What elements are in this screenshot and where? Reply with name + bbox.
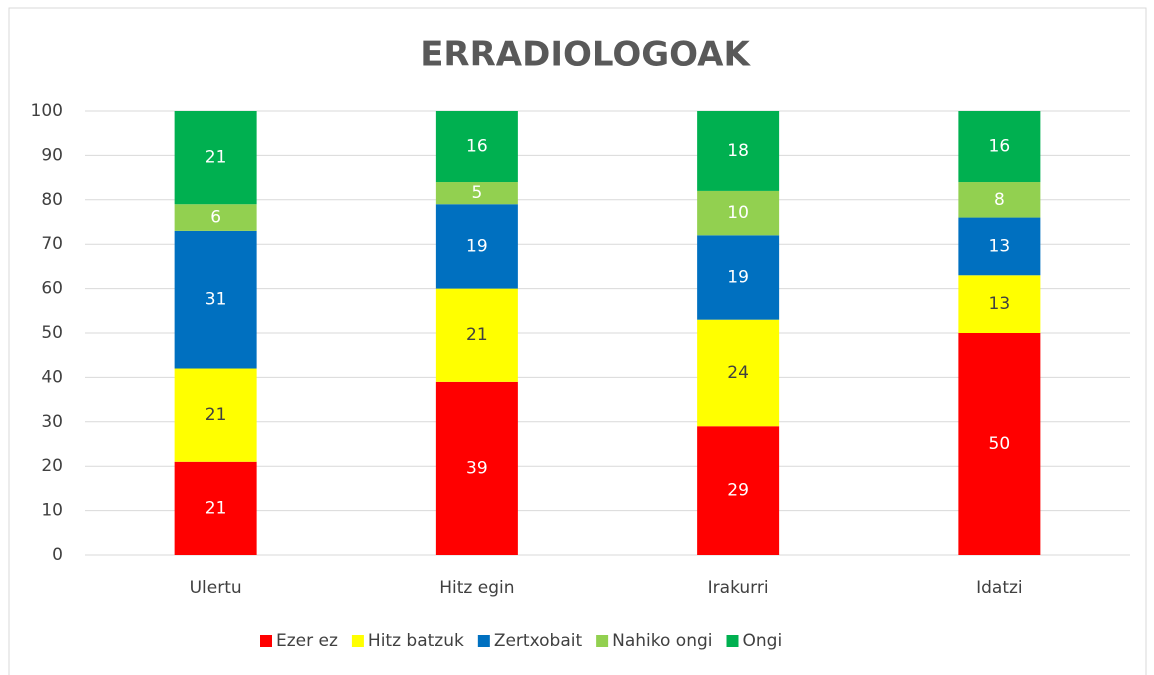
legend-swatch <box>726 635 739 647</box>
chart-title: ERRADIOLOGOAK <box>420 35 751 75</box>
data-label: 50 <box>989 434 1011 454</box>
y-tick-label: 100 <box>31 101 63 121</box>
legend-swatch <box>477 635 490 647</box>
data-label: 8 <box>994 190 1005 210</box>
y-tick-label: 40 <box>41 367 63 387</box>
data-label: 31 <box>205 290 227 310</box>
bar-segment <box>958 275 1041 333</box>
bar-segment <box>697 426 780 555</box>
x-tick-label: Idatzi <box>976 578 1023 598</box>
data-label: 21 <box>466 325 488 345</box>
chart-frame <box>8 7 1147 675</box>
y-tick-label: 0 <box>52 545 63 565</box>
legend-label: Ongi <box>743 631 783 651</box>
legend-label: Ezer ez <box>276 631 338 651</box>
data-label: 16 <box>466 137 488 157</box>
bar-segment <box>435 182 518 205</box>
bar-segment <box>958 333 1041 555</box>
legend-swatch <box>596 635 609 647</box>
bar-segment <box>435 204 518 289</box>
y-tick-label: 70 <box>41 234 63 254</box>
legend-label: Nahiko ongi <box>612 631 712 651</box>
data-label: 6 <box>210 208 221 228</box>
data-label: 16 <box>989 137 1011 157</box>
y-tick-label: 20 <box>41 456 63 476</box>
bar-segment <box>174 111 257 205</box>
bar-segment <box>435 111 518 183</box>
bar-segment <box>174 368 257 462</box>
bar-segment <box>435 381 518 555</box>
bar-segment <box>174 461 257 555</box>
data-label: 21 <box>205 405 227 425</box>
bar-segment <box>697 235 780 320</box>
bar-segment <box>174 204 257 231</box>
y-tick-label: 30 <box>41 412 63 432</box>
bar-segment <box>958 217 1041 276</box>
data-label: 24 <box>727 363 749 383</box>
data-label: 10 <box>727 203 749 223</box>
bar-segment <box>958 182 1041 218</box>
data-label: 21 <box>205 148 227 168</box>
x-tick-label: Hitz egin <box>439 578 514 598</box>
y-tick-label: 80 <box>41 190 63 210</box>
data-label: 21 <box>205 498 227 518</box>
bar-segment <box>958 111 1041 183</box>
bar-segment <box>697 111 780 191</box>
data-label: 29 <box>727 481 749 501</box>
y-tick-label: 50 <box>41 323 63 343</box>
data-label: 5 <box>471 183 482 203</box>
legend-label: Hitz batzuk <box>368 631 464 651</box>
legend-label: Zertxobait <box>494 631 583 651</box>
x-tick-label: Irakurri <box>708 578 769 598</box>
y-tick-label: 60 <box>41 279 63 299</box>
data-label: 19 <box>727 268 749 288</box>
data-label: 13 <box>989 294 1011 314</box>
bar-segment <box>174 230 257 369</box>
legend-swatch <box>351 635 364 647</box>
y-tick-label: 90 <box>41 145 63 165</box>
bar-segment <box>435 288 518 382</box>
data-label: 19 <box>466 236 488 256</box>
y-tick-label: 10 <box>41 501 63 521</box>
bar-segment <box>697 190 780 236</box>
bar-segment <box>697 319 780 427</box>
data-label: 13 <box>989 236 1011 256</box>
data-label: 39 <box>466 458 488 478</box>
data-label: 18 <box>727 141 749 161</box>
legend-swatch <box>260 635 272 647</box>
x-tick-label: Ulertu <box>190 578 242 598</box>
